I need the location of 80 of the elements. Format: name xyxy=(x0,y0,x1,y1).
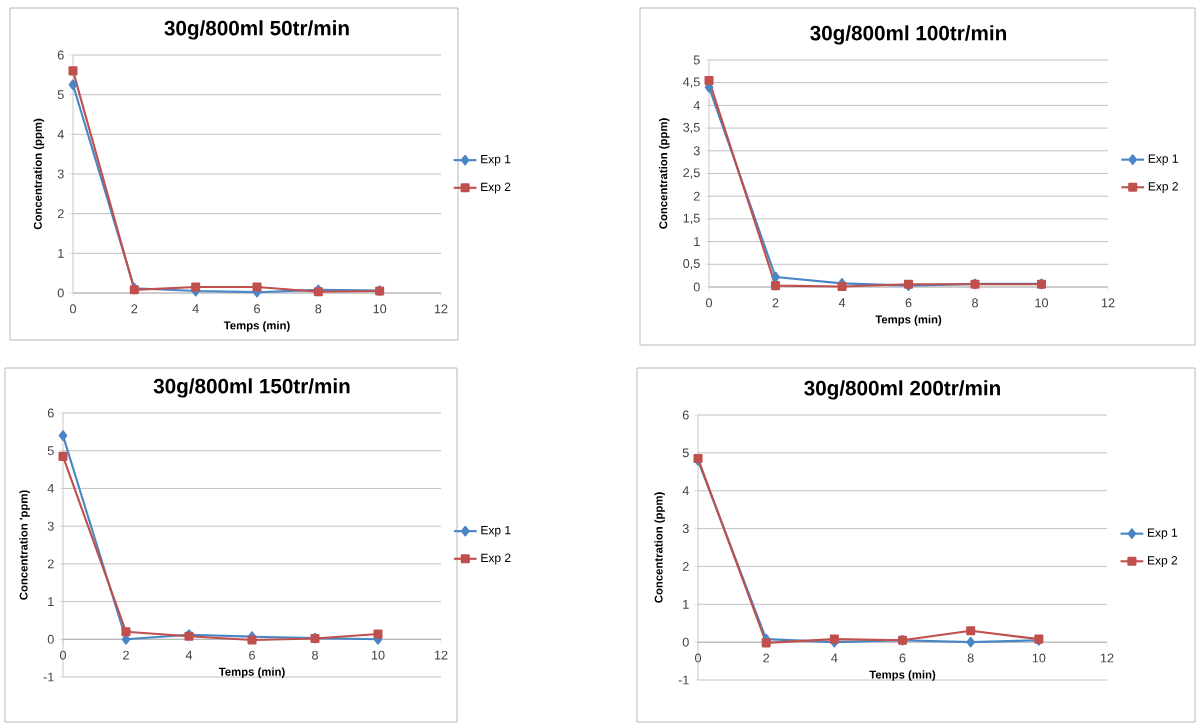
x-axis-title: Temps (min) xyxy=(869,670,936,681)
x-tick-label: 6 xyxy=(899,653,906,663)
y-tick-label: 2 xyxy=(57,209,64,219)
x-tick-label: 10 xyxy=(1035,298,1049,308)
chart-title: 30g/800ml 50tr/min xyxy=(164,20,349,40)
legend-label: Exp 2 xyxy=(1148,556,1178,567)
y-tick-label: 0 xyxy=(57,288,64,298)
y-tick-label: 0 xyxy=(682,637,689,647)
y-axis-title: Concentration (ppm) xyxy=(654,492,665,603)
x-tick-label: 0 xyxy=(69,304,77,314)
x-tick-label: 10 xyxy=(371,650,385,660)
y-tick-label: 3 xyxy=(693,146,700,156)
x-tick-label: 8 xyxy=(315,304,322,314)
y-tick-label: 5 xyxy=(57,90,64,100)
y-tick-label: 3 xyxy=(682,524,689,534)
legend-label: Exp 1 xyxy=(481,155,511,166)
y-axis-title: Concentration (ppm) xyxy=(33,118,45,230)
y-axis-title: Concentration (ppm) xyxy=(658,118,670,229)
y-tick-label: 6 xyxy=(682,410,689,420)
x-tick-label: 10 xyxy=(1032,653,1046,663)
y-tick-label: 3,5 xyxy=(683,122,700,134)
y-tick-label: 1 xyxy=(683,599,689,609)
y-tick-label: 4 xyxy=(47,484,54,493)
y-tick-label: 1,5 xyxy=(683,213,700,225)
x-tick-label: 6 xyxy=(254,304,260,314)
y-tick-label: -1 xyxy=(678,675,689,685)
chart-title: 30g/800ml 100tr/min xyxy=(810,25,1006,45)
x-tick-label: 4 xyxy=(831,653,838,663)
y-tick-label: 4,5 xyxy=(682,77,700,88)
y-tick-label: 0 xyxy=(693,282,700,292)
x-tick-label: 12 xyxy=(1101,298,1115,308)
x-tick-label: 0 xyxy=(705,298,713,308)
y-tick-label: 3 xyxy=(57,169,64,179)
y-tick-label: 5 xyxy=(47,446,54,456)
x-tick-label: 4 xyxy=(185,650,193,660)
y-tick-label: 6 xyxy=(47,408,54,418)
x-tick-label: 2 xyxy=(772,298,779,308)
y-tick-label: 5 xyxy=(693,55,700,65)
x-axis-title: Temps (min) xyxy=(223,321,290,332)
y-tick-label: 0 xyxy=(47,634,54,644)
legend-label: Exp 1 xyxy=(1148,528,1178,540)
x-tick-label: 6 xyxy=(905,298,912,308)
y-tick-label: 2 xyxy=(693,191,700,201)
x-tick-label: 8 xyxy=(967,653,974,663)
y-tick-label: 5 xyxy=(682,448,689,458)
x-tick-label: 12 xyxy=(434,304,448,314)
x-tick-label: 2 xyxy=(131,304,138,314)
x-tick-label: 12 xyxy=(434,650,448,660)
x-tick-label: 10 xyxy=(373,304,387,314)
y-tick-label: 1 xyxy=(48,597,54,606)
x-tick-label: 12 xyxy=(1100,653,1114,663)
x-tick-label: 2 xyxy=(763,653,770,663)
y-tick-label: 4 xyxy=(693,101,700,110)
x-tick-label: 8 xyxy=(312,650,318,660)
x-tick-label: 8 xyxy=(972,298,978,308)
y-tick-label: 1 xyxy=(58,248,64,258)
legend-label: Exp 1 xyxy=(1148,154,1178,166)
y-tick-label: 0,5 xyxy=(683,259,700,270)
x-tick-label: 4 xyxy=(838,298,846,308)
chart-title: 30g/800ml 200tr/min xyxy=(804,380,1000,400)
y-tick-label: 2 xyxy=(682,562,689,571)
x-axis-title: Temps (min) xyxy=(875,315,942,326)
chart-title: 30g/800ml 150tr/min xyxy=(153,378,350,398)
legend-label: Exp 2 xyxy=(481,182,511,194)
legend-label: Exp 2 xyxy=(1148,182,1178,193)
y-axis-title: Concentration 'ppm) xyxy=(19,490,30,600)
y-tick-label: 4 xyxy=(57,129,64,139)
legend-label: Exp 2 xyxy=(481,553,511,565)
x-tick-label: 4 xyxy=(192,304,199,314)
y-tick-label: 1 xyxy=(694,237,700,246)
y-tick-label: 3 xyxy=(47,521,54,531)
y-tick-label: 2 xyxy=(47,559,54,569)
x-axis-title: Temps (min) xyxy=(218,667,285,679)
y-tick-label: -1 xyxy=(43,672,54,682)
x-tick-label: 6 xyxy=(249,650,255,660)
y-tick-label: 2,5 xyxy=(683,168,700,179)
legend-label: Exp 1 xyxy=(481,526,511,537)
y-tick-label: 6 xyxy=(57,50,64,60)
y-tick-label: 4 xyxy=(682,486,689,496)
x-tick-label: 2 xyxy=(123,650,129,660)
